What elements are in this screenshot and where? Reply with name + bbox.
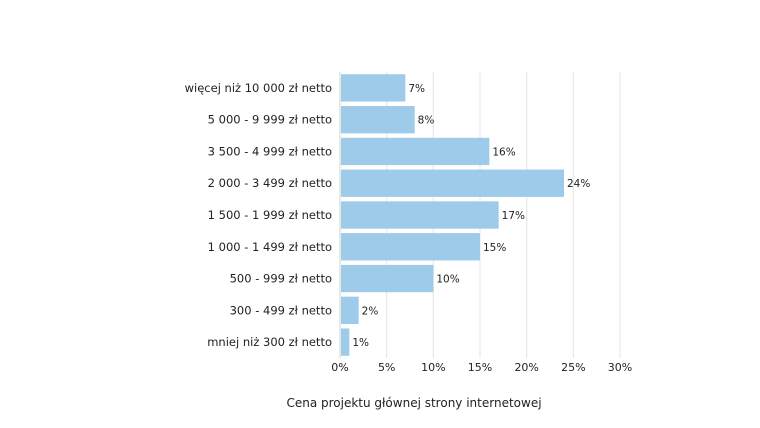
x-tick-label: 30%	[608, 361, 632, 374]
bar	[341, 74, 406, 102]
category-label: 5 000 - 9 999 zł netto	[208, 113, 332, 127]
bar	[341, 106, 415, 134]
x-tick-label: 0%	[331, 361, 348, 374]
bar-value-label: 1%	[352, 337, 369, 349]
bar	[341, 137, 490, 166]
bar	[341, 328, 350, 356]
category-label: 300 - 499 zł netto	[230, 303, 332, 317]
category-labels: więcej niż 10 000 zł netto 5 000 - 9 999 …	[185, 81, 332, 349]
bar-value-label: 10%	[436, 274, 459, 286]
value-labels: 7% 8% 16% 24% 17% 15% 10% 2% 1%	[352, 83, 590, 349]
category-label: 1 000 - 1 499 zł netto	[208, 240, 332, 254]
bar-value-label: 15%	[483, 242, 506, 254]
bars	[341, 74, 564, 356]
category-label: 1 500 - 1 999 zł netto	[208, 208, 332, 222]
bar-value-label: 17%	[502, 210, 525, 222]
bar-value-label: 8%	[418, 115, 435, 127]
bar-value-label: 24%	[567, 178, 590, 190]
x-tick-labels: 0% 5% 10% 15% 20% 25% 30%	[331, 361, 632, 374]
bar	[341, 264, 434, 293]
x-axis-title: Cena projektu głównej strony internetowe…	[286, 396, 542, 410]
category-label: więcej niż 10 000 zł netto	[185, 81, 332, 95]
bar-value-label: 16%	[492, 146, 515, 158]
bar	[341, 201, 499, 229]
bar	[341, 296, 359, 324]
x-tick-label: 15%	[468, 361, 492, 374]
x-tick-label: 20%	[514, 361, 538, 374]
x-tick-label: 5%	[378, 361, 395, 374]
bar-value-label: 2%	[362, 305, 379, 317]
category-label: 500 - 999 zł netto	[230, 272, 332, 286]
category-label: 2 000 - 3 499 zł netto	[208, 176, 332, 190]
category-label: 3 500 - 4 999 zł netto	[208, 144, 332, 158]
category-label: mniej niż 300 zł netto	[207, 335, 332, 349]
bar	[341, 233, 480, 261]
bar	[341, 169, 564, 197]
x-tick-label: 25%	[561, 361, 585, 374]
x-tick-label: 10%	[421, 361, 445, 374]
bar-value-label: 7%	[408, 83, 425, 95]
